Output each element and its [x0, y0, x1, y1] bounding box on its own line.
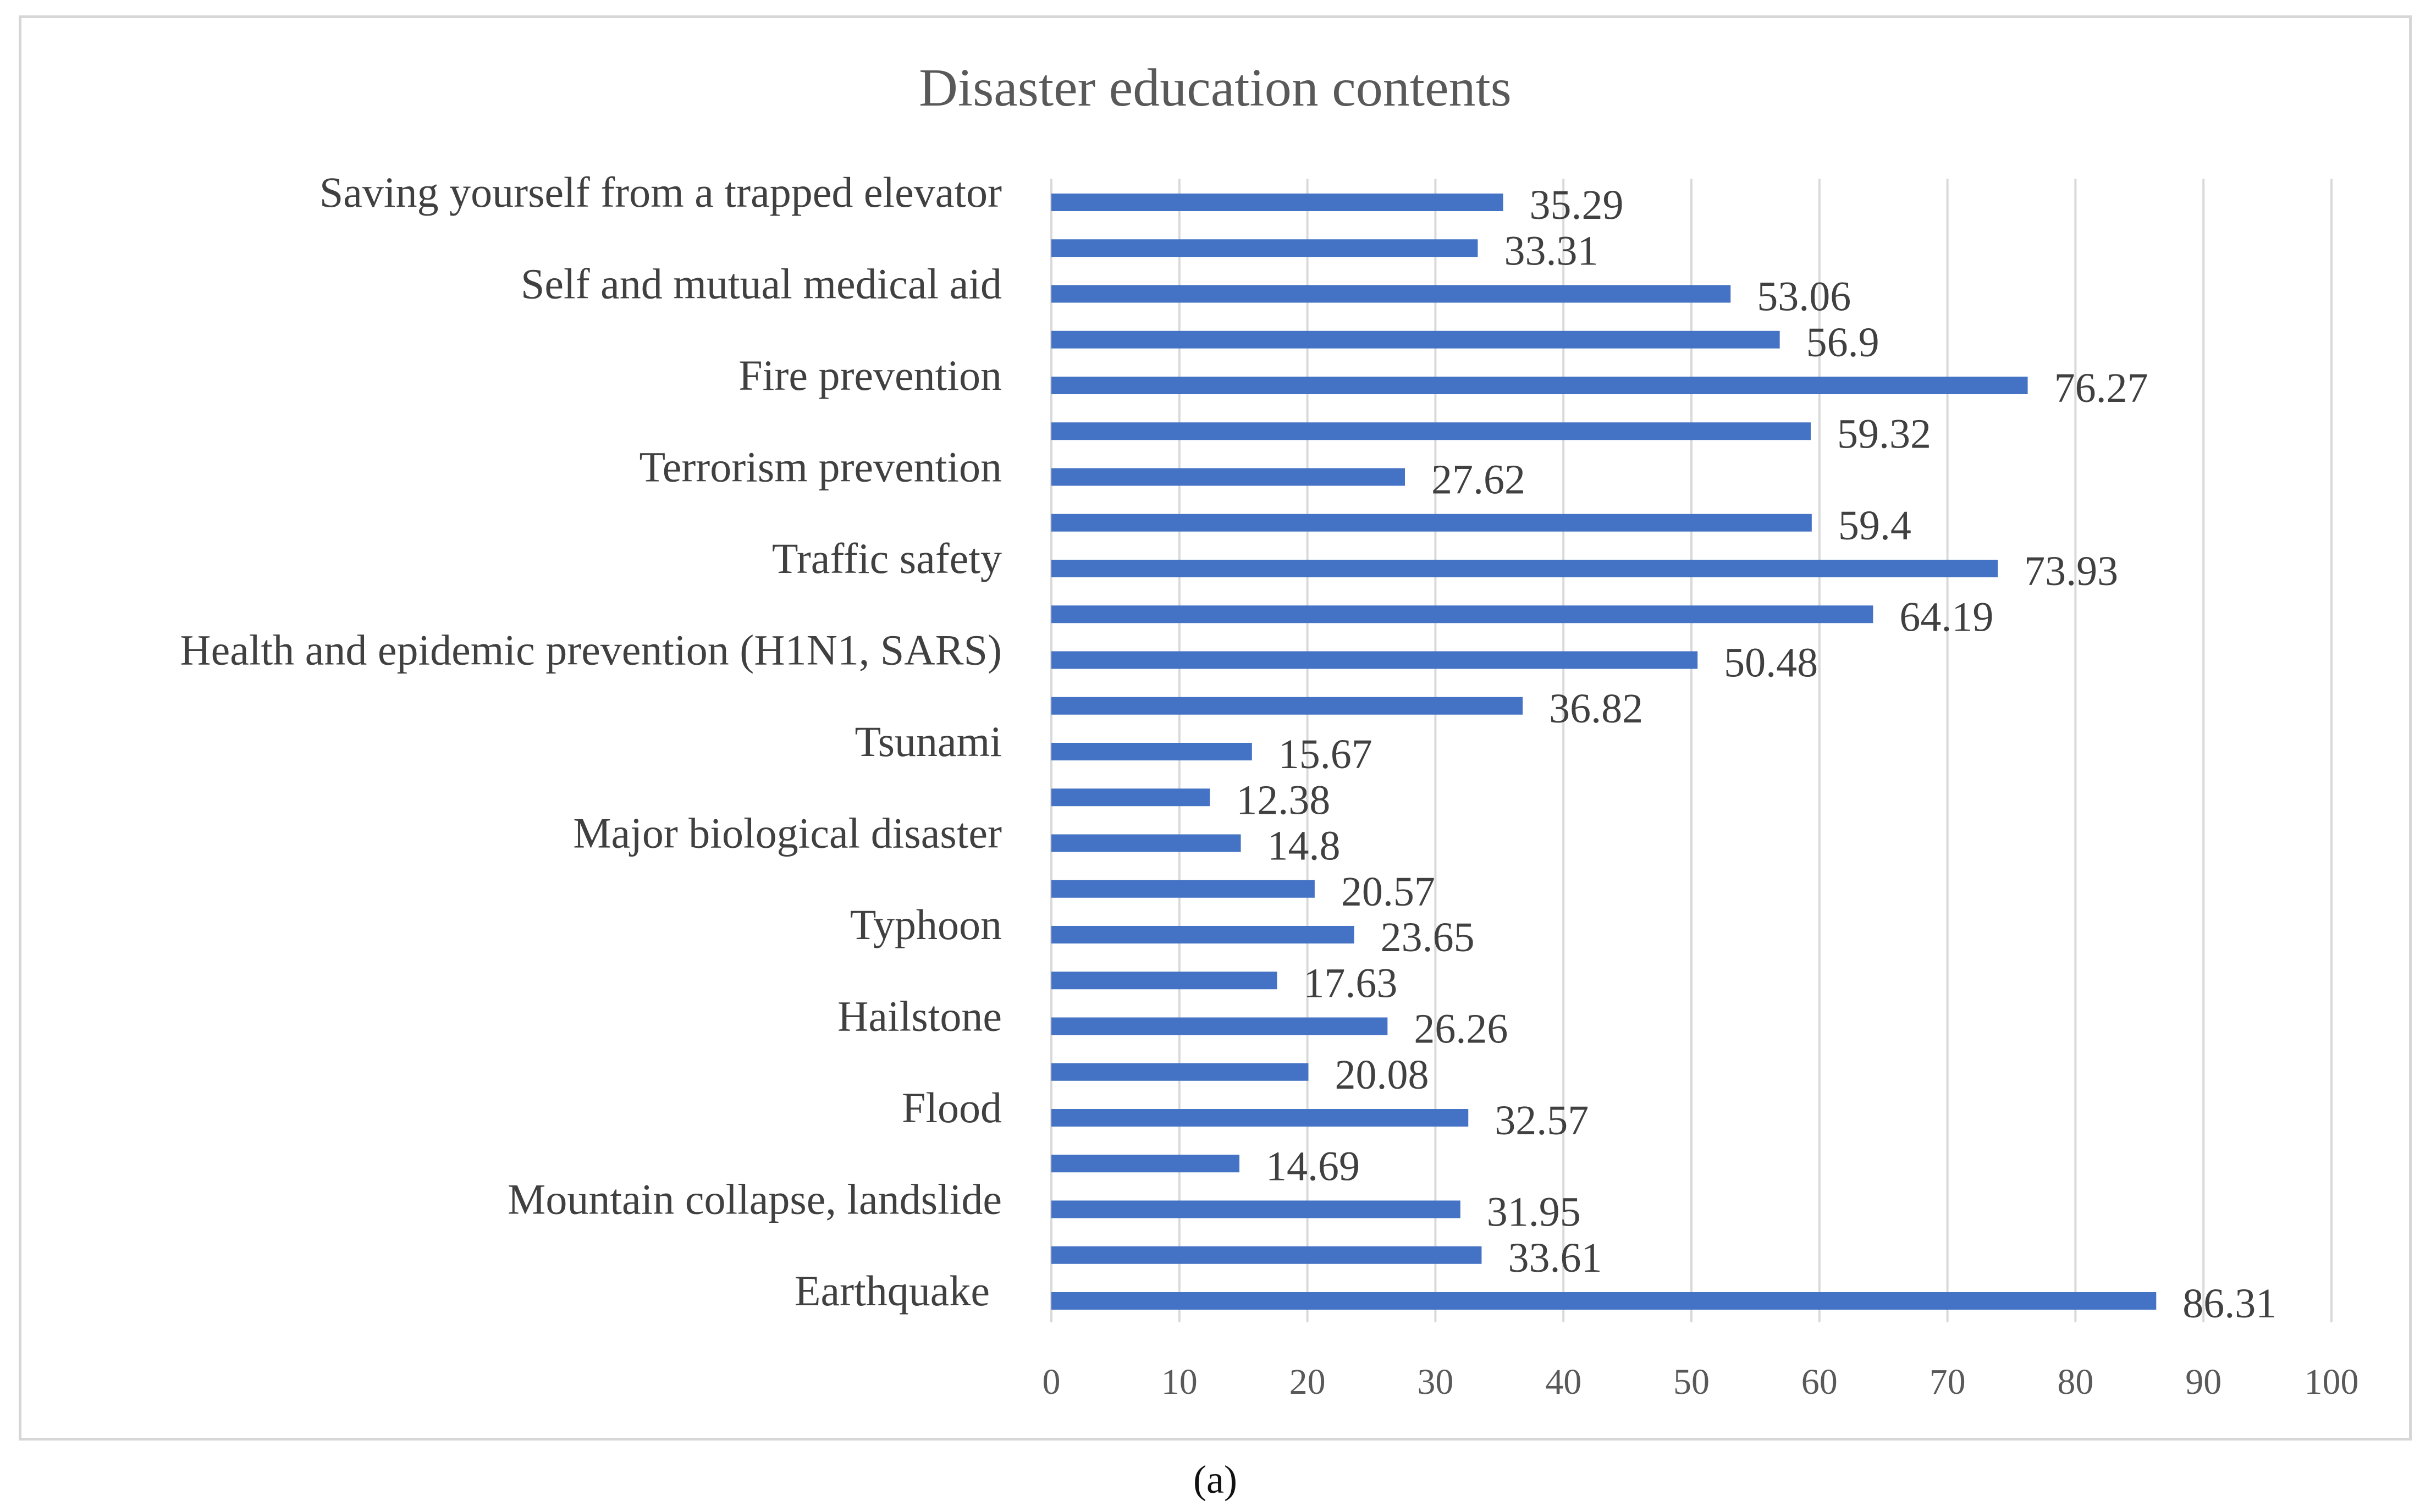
value-label-4: 56.9 — [1806, 319, 1879, 366]
bar-24 — [1051, 1246, 1482, 1264]
value-label-12: 36.82 — [1549, 686, 1643, 732]
value-label-1: 35.29 — [1530, 182, 1624, 228]
bar-22 — [1051, 1155, 1239, 1173]
bars — [1051, 194, 2157, 1310]
bar-7 — [1051, 468, 1405, 486]
value-label-16: 20.57 — [1341, 869, 1435, 915]
value-label-13: 15.67 — [1278, 731, 1372, 777]
category-label-13: Tsunami — [855, 718, 1002, 765]
x-tick-label-10: 10 — [1161, 1362, 1198, 1402]
bar-5 — [1051, 377, 2028, 394]
x-tick-label-40: 40 — [1545, 1362, 1581, 1402]
bar-10 — [1051, 605, 1873, 623]
bar-13 — [1051, 743, 1252, 760]
bar-4 — [1051, 330, 1780, 349]
x-tick-label-0: 0 — [1043, 1362, 1061, 1402]
bar-12 — [1051, 697, 1523, 715]
bar-20 — [1051, 1063, 1309, 1081]
x-tick-label-50: 50 — [1673, 1362, 1710, 1402]
category-label-21: Flood — [902, 1084, 1002, 1132]
category-label-9: Traffic safety — [772, 534, 1002, 582]
category-label-11: Health and epidemic prevention (H1N1, SA… — [180, 626, 1002, 674]
x-tick-label-90: 90 — [2185, 1362, 2221, 1402]
value-label-11: 50.48 — [1724, 640, 1818, 686]
x-axis-ticks: 0 10 20 30 40 50 60 70 80 90 100 — [1043, 1362, 2359, 1402]
bar-25 — [1051, 1292, 2157, 1310]
bar-23 — [1051, 1200, 1460, 1218]
bar-2 — [1051, 239, 1478, 257]
figure-caption: (a) — [1193, 1458, 1237, 1502]
category-label-3: Self and mutual medical aid — [521, 260, 1002, 308]
value-label-9: 73.93 — [2024, 548, 2118, 594]
category-label-5: Fire prevention — [738, 351, 1002, 399]
value-label-5: 76.27 — [2054, 365, 2148, 411]
value-label-10: 64.19 — [1899, 594, 1993, 640]
value-label-18: 17.63 — [1303, 960, 1397, 1006]
x-tick-label-20: 20 — [1289, 1362, 1326, 1402]
value-label-6: 59.32 — [1837, 411, 1931, 457]
bar-18 — [1051, 972, 1277, 990]
x-tick-label-60: 60 — [1801, 1362, 1838, 1402]
value-label-3: 53.06 — [1757, 274, 1851, 320]
value-label-15: 14.8 — [1267, 823, 1341, 869]
bar-8 — [1051, 514, 1812, 532]
bar-6 — [1051, 422, 1811, 440]
category-label-1: Saving yourself from a trapped elevator — [319, 168, 1002, 216]
value-label-20: 20.08 — [1335, 1052, 1429, 1098]
value-label-22: 14.69 — [1266, 1143, 1360, 1189]
x-tick-label-70: 70 — [1930, 1362, 1966, 1402]
category-label-19: Hailstone — [837, 992, 1002, 1040]
value-label-14: 12.38 — [1236, 777, 1330, 823]
value-label-23: 31.95 — [1487, 1189, 1581, 1235]
category-label-17: Typhoon — [850, 901, 1002, 948]
x-tick-label-30: 30 — [1417, 1362, 1453, 1402]
bar-1 — [1051, 194, 1503, 211]
gridlines — [1050, 179, 2333, 1322]
category-labels: Saving yourself from a trapped elevator S… — [180, 168, 1002, 1315]
chart-title: Disaster education contents — [919, 58, 1512, 118]
value-label-19: 26.26 — [1414, 1006, 1508, 1052]
category-label-7: Terrorism prevention — [640, 443, 1002, 491]
bar-19 — [1051, 1017, 1388, 1035]
value-label-8: 59.4 — [1838, 503, 1911, 549]
bar-16 — [1051, 880, 1315, 898]
bar-3 — [1051, 285, 1731, 303]
x-tick-label-100: 100 — [2305, 1362, 2359, 1402]
value-label-7: 27.62 — [1431, 457, 1525, 503]
bar-17 — [1051, 926, 1354, 943]
category-label-23: Mountain collapse, landslide — [508, 1176, 1002, 1223]
value-label-21: 32.57 — [1495, 1097, 1589, 1144]
bar-14 — [1051, 788, 1210, 807]
x-tick-label-80: 80 — [2057, 1362, 2093, 1402]
value-label-2: 33.31 — [1504, 228, 1598, 274]
value-label-17: 23.65 — [1381, 914, 1475, 961]
category-label-25: Earthquake — [795, 1267, 990, 1315]
bar-9 — [1051, 560, 1998, 577]
bar-11 — [1051, 651, 1698, 669]
value-label-24: 33.61 — [1508, 1235, 1602, 1281]
bar-21 — [1051, 1109, 1469, 1127]
value-label-25: 86.31 — [2182, 1281, 2276, 1327]
category-label-15: Major biological disaster — [573, 809, 1002, 857]
bar-15 — [1051, 834, 1241, 852]
